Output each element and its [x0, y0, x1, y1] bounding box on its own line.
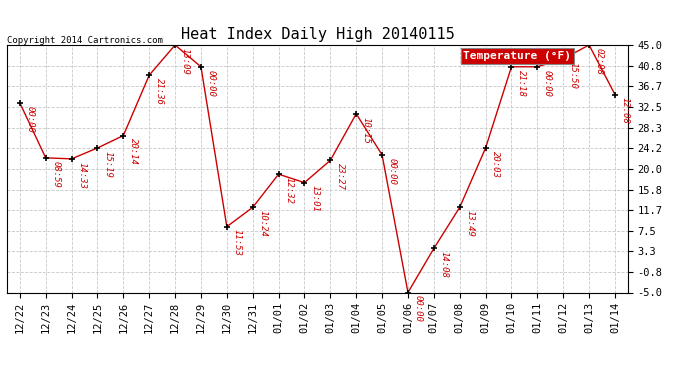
Text: 08:59: 08:59 — [51, 160, 60, 188]
Text: 15:50: 15:50 — [569, 62, 578, 88]
Text: Copyright 2014 Cartronics.com: Copyright 2014 Cartronics.com — [7, 36, 163, 45]
Text: 10:15: 10:15 — [362, 117, 371, 144]
Text: 20:03: 20:03 — [491, 151, 500, 178]
Text: 00:00: 00:00 — [206, 69, 215, 96]
Text: 10:24: 10:24 — [258, 210, 267, 237]
Text: 02:08: 02:08 — [595, 48, 604, 75]
Text: 13:01: 13:01 — [310, 185, 319, 212]
Text: 14:08: 14:08 — [440, 251, 449, 278]
Text: 21:36: 21:36 — [155, 78, 164, 105]
Text: 21:18: 21:18 — [517, 69, 526, 96]
Text: 23:27: 23:27 — [336, 163, 345, 190]
Title: Heat Index Daily High 20140115: Heat Index Daily High 20140115 — [181, 27, 454, 42]
Text: 13:49: 13:49 — [465, 210, 474, 237]
Text: 00:00: 00:00 — [388, 158, 397, 184]
Text: 00:00: 00:00 — [26, 106, 34, 133]
Text: 12:08: 12:08 — [620, 97, 629, 124]
Text: 00:00: 00:00 — [543, 69, 552, 96]
Text: 11:53: 11:53 — [233, 230, 241, 256]
Text: 15:19: 15:19 — [103, 151, 112, 178]
Text: Temperature (°F): Temperature (°F) — [464, 51, 571, 61]
Text: 00:00: 00:00 — [413, 295, 422, 322]
Text: 20:14: 20:14 — [129, 138, 138, 165]
Text: 14:33: 14:33 — [77, 162, 86, 189]
Text: 13:09: 13:09 — [181, 48, 190, 75]
Text: 12:32: 12:32 — [284, 177, 293, 204]
